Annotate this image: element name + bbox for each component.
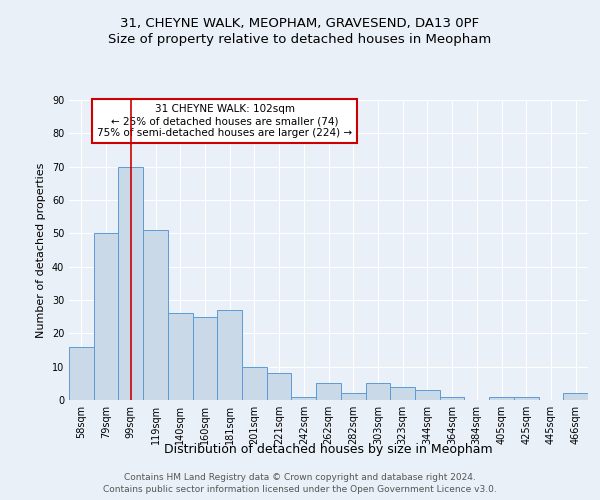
Text: 31 CHEYNE WALK: 102sqm
← 25% of detached houses are smaller (74)
75% of semi-det: 31 CHEYNE WALK: 102sqm ← 25% of detached…	[97, 104, 352, 138]
Bar	[341, 394, 365, 400]
Bar	[390, 386, 415, 400]
Bar	[193, 316, 217, 400]
Bar	[365, 384, 390, 400]
Bar	[217, 310, 242, 400]
Bar	[168, 314, 193, 400]
Bar	[316, 384, 341, 400]
Bar	[94, 234, 118, 400]
Bar	[69, 346, 94, 400]
Bar	[242, 366, 267, 400]
Text: Contains HM Land Registry data © Crown copyright and database right 2024.: Contains HM Land Registry data © Crown c…	[124, 472, 476, 482]
Bar	[292, 396, 316, 400]
Bar	[563, 394, 588, 400]
Text: 31, CHEYNE WALK, MEOPHAM, GRAVESEND, DA13 0PF: 31, CHEYNE WALK, MEOPHAM, GRAVESEND, DA1…	[121, 18, 479, 30]
Text: Contains public sector information licensed under the Open Government Licence v3: Contains public sector information licen…	[103, 485, 497, 494]
Text: Distribution of detached houses by size in Meopham: Distribution of detached houses by size …	[164, 442, 493, 456]
Text: Size of property relative to detached houses in Meopham: Size of property relative to detached ho…	[109, 32, 491, 46]
Bar	[415, 390, 440, 400]
Bar	[440, 396, 464, 400]
Bar	[267, 374, 292, 400]
Bar	[143, 230, 168, 400]
Y-axis label: Number of detached properties: Number of detached properties	[36, 162, 46, 338]
Bar	[118, 166, 143, 400]
Bar	[514, 396, 539, 400]
Bar	[489, 396, 514, 400]
